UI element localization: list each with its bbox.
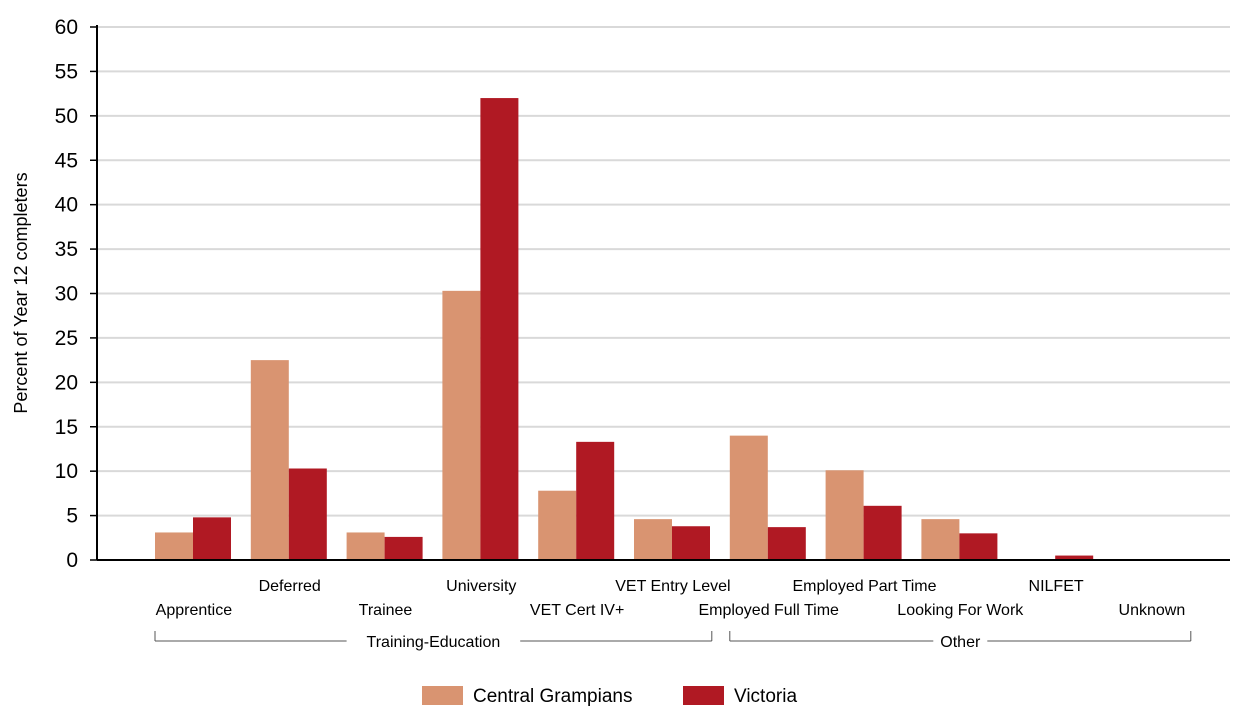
y-tick-label-30: 30	[55, 283, 78, 306]
bar-central-grampians-0	[155, 532, 193, 560]
x-category-label-2: Trainee	[359, 602, 413, 619]
x-category-label-10: Unknown	[1119, 602, 1186, 619]
bar-central-grampians-3	[442, 291, 480, 560]
bar-central-grampians-6	[730, 436, 768, 560]
legend: Central Grampians Victoria	[422, 686, 797, 707]
group-label-1: Other	[940, 634, 981, 651]
y-tick-label-60: 60	[55, 16, 78, 39]
bars	[155, 98, 1189, 560]
bar-victoria-0	[193, 517, 231, 560]
group-label-0: Training-Education	[367, 634, 501, 651]
category-groups: Training-Education Other	[155, 631, 1191, 651]
y-tick-label-45: 45	[55, 149, 78, 172]
bar-victoria-4	[576, 442, 614, 560]
x-category-label-8: Looking For Work	[897, 602, 1024, 619]
y-tick-label-50: 50	[55, 105, 78, 128]
x-category-label-9: NILFET	[1029, 578, 1084, 595]
y-tick-label-55: 55	[55, 60, 78, 83]
bar-central-grampians-1	[251, 360, 289, 560]
y-tick-label-20: 20	[55, 371, 78, 394]
y-axis-label: Percent of Year 12 completers	[11, 172, 31, 413]
legend-swatch-1	[683, 686, 724, 705]
x-category-label-6: Employed Full Time	[698, 602, 839, 619]
legend-label-1: Victoria	[734, 686, 797, 707]
x-category-label-3: University	[446, 578, 516, 595]
y-tick-label-15: 15	[55, 416, 78, 439]
y-tick-label-5: 5	[66, 505, 78, 528]
x-category-labels: Apprentice Deferred Trainee University VET C…	[156, 578, 1186, 619]
bar-central-grampians-4	[538, 491, 576, 560]
x-category-label-0: Apprentice	[156, 602, 233, 619]
legend-label-0: Central Grampians	[473, 686, 632, 707]
x-category-label-7: Employed Part Time	[792, 578, 936, 595]
bar-central-grampians-8	[921, 519, 959, 560]
y-tick-labels: 0 5 10 15 20 25 30 35 40 45 50 55 60	[55, 16, 97, 572]
bar-central-grampians-2	[347, 532, 385, 560]
x-category-label-1: Deferred	[259, 578, 321, 595]
x-category-label-5: VET Entry Level	[615, 578, 730, 595]
bar-central-grampians-5	[634, 519, 672, 560]
y-tick-label-0: 0	[66, 549, 78, 572]
bar-victoria-3	[480, 98, 518, 560]
bar-victoria-7	[864, 506, 902, 560]
y-tick-label-40: 40	[55, 194, 78, 217]
bar-victoria-2	[385, 537, 423, 560]
y-tick-label-25: 25	[55, 327, 78, 350]
bar-central-grampians-7	[826, 470, 864, 560]
bar-victoria-6	[768, 527, 806, 560]
bar-victoria-1	[289, 469, 327, 560]
x-category-label-4: VET Cert IV+	[530, 602, 624, 619]
y-tick-label-10: 10	[55, 460, 78, 483]
bar-victoria-5	[672, 526, 710, 560]
y-tick-label-35: 35	[55, 238, 78, 261]
legend-swatch-0	[422, 686, 463, 705]
bar-victoria-8	[959, 533, 997, 560]
